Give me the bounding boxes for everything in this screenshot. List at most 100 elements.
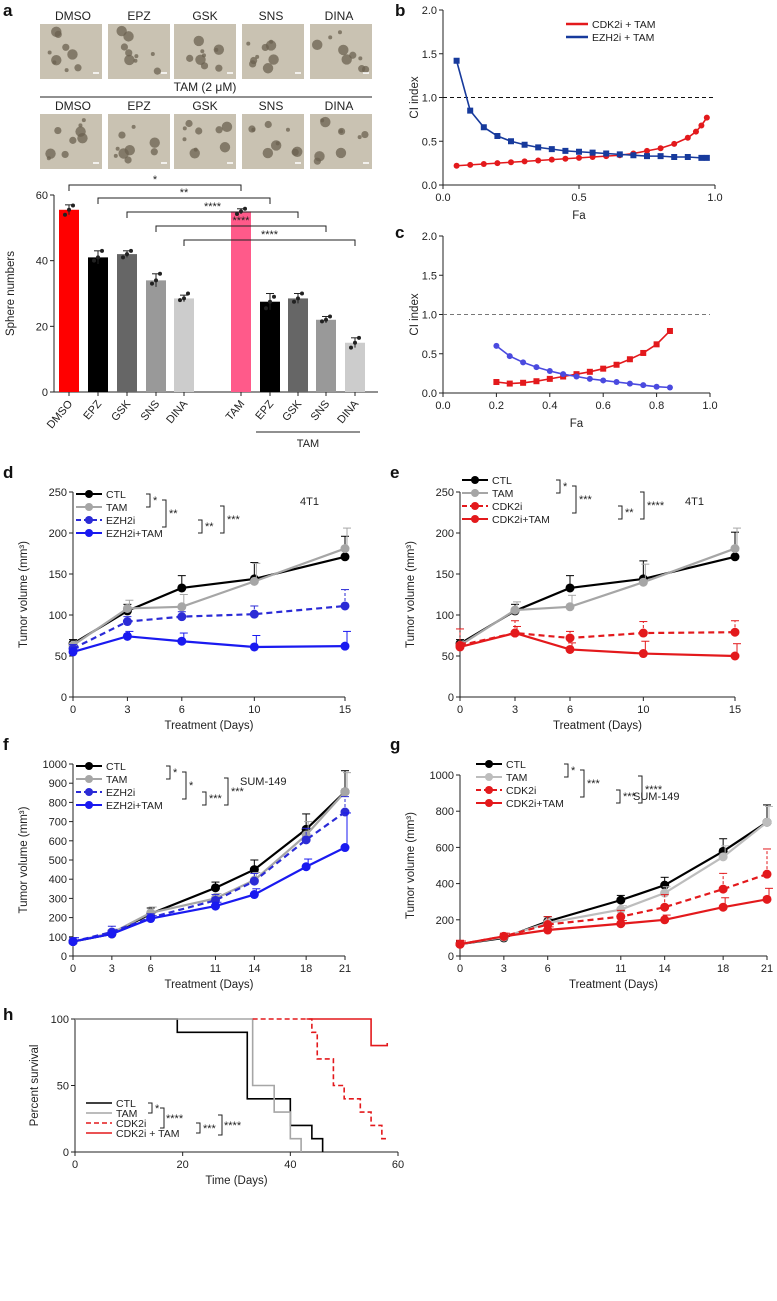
data-point	[671, 140, 678, 147]
bar	[59, 209, 79, 392]
y-tick-label: 100	[436, 610, 454, 622]
sphere-blob	[195, 54, 206, 65]
y-tick-label: 0	[61, 692, 67, 704]
x-axis-label: Treatment (Days)	[553, 720, 642, 732]
data-point	[186, 291, 190, 296]
sphere-blob	[262, 147, 274, 159]
significance-bracket	[220, 505, 225, 534]
data-point	[730, 627, 740, 637]
data-point	[210, 901, 220, 911]
legend-label: CDK2i + TAM	[116, 1128, 180, 1140]
y-axis-label: Tumor volume (mm³)	[405, 812, 417, 919]
y-tick-label: 600	[49, 836, 67, 848]
data-point	[560, 371, 567, 378]
y-tick-label: 1.5	[422, 270, 437, 282]
x-tick-label: 14	[248, 963, 260, 975]
x-tick-label: 6	[179, 704, 185, 716]
sphere-blob	[67, 49, 78, 60]
sphere-blob	[113, 153, 118, 158]
y-tick-label: 0	[63, 1147, 69, 1159]
sphere-image	[108, 114, 170, 169]
data-point	[177, 636, 187, 646]
significance-bracket	[198, 519, 203, 534]
sphere-blob	[255, 54, 260, 59]
data-point	[565, 602, 575, 612]
data-point	[349, 345, 353, 350]
x-tick-label: 10	[248, 704, 260, 716]
data-point	[684, 134, 691, 141]
data-point	[485, 773, 493, 781]
data-point	[177, 602, 187, 612]
y-tick-label: 50	[442, 651, 454, 663]
data-point	[586, 375, 593, 382]
data-point	[613, 361, 620, 368]
data-point	[703, 114, 710, 121]
legend-label: EZH2i + TAM	[592, 32, 654, 44]
legend-label: TAM	[106, 502, 127, 514]
data-point	[653, 383, 660, 390]
bar	[146, 280, 166, 392]
sphere-blob	[221, 121, 233, 133]
significance-label: ****	[645, 784, 663, 796]
significance-label: ***	[231, 786, 245, 798]
x-tick-label: 0.2	[489, 400, 504, 412]
data-point	[249, 642, 259, 652]
significance-label: ***	[587, 778, 601, 790]
data-point	[292, 299, 296, 304]
y-axis-label: Tumor volume (mm³)	[18, 806, 30, 913]
x-axis-label: Time (Days)	[205, 1175, 267, 1187]
data-point	[340, 544, 350, 554]
series-line	[459, 631, 736, 658]
data-point	[616, 912, 626, 922]
sphere-blob	[341, 54, 352, 65]
y-tick-label: 100	[51, 1014, 69, 1026]
series-line	[459, 547, 736, 647]
x-tick-label: 18	[300, 963, 312, 975]
data-point	[125, 252, 129, 257]
data-point	[657, 145, 664, 152]
bar	[288, 298, 308, 392]
data-point	[660, 902, 670, 912]
y-tick-label: 0	[42, 387, 48, 399]
data-point	[703, 154, 710, 161]
x-tick-label: 21	[339, 963, 351, 975]
panel-label-g: g	[390, 735, 400, 754]
data-point	[616, 905, 626, 915]
x-tick-label: 3	[512, 704, 518, 716]
sphere-blob	[182, 126, 187, 131]
data-point	[85, 503, 93, 511]
y-tick-label: 800	[49, 797, 67, 809]
data-point	[249, 876, 259, 886]
survival-chart-h: 0 50 100 Percent survival 0 20 40 60 Time (Days)…	[29, 1014, 404, 1187]
series-line	[496, 330, 671, 385]
tumor-volume-chart-f: 0 100 200 300 400 500 600 700 800 900 1000 Tumor vo…	[18, 759, 351, 991]
panel-label-f: f	[3, 735, 9, 754]
data-point	[68, 647, 78, 657]
sphere-image	[174, 24, 236, 79]
significance-label: ***	[227, 514, 241, 526]
significance-label: *	[153, 174, 158, 186]
sphere-blob	[153, 67, 161, 75]
data-point	[471, 515, 479, 523]
tumor-volume-chart-e: 0 50 100 150 200 250 Tumor volume (mm³) 0 3 6 10 15…	[405, 475, 741, 732]
x-axis-label: Treatment (Days)	[164, 979, 253, 991]
data-point	[471, 476, 479, 484]
data-point	[600, 377, 607, 384]
data-point	[603, 150, 610, 157]
data-point	[453, 57, 460, 64]
data-point	[158, 271, 162, 276]
data-point	[657, 153, 664, 160]
data-point	[485, 760, 493, 768]
significance-bracket	[218, 1114, 223, 1136]
data-point	[546, 368, 553, 375]
series-line	[459, 631, 736, 647]
sphere-blob	[262, 63, 274, 74]
x-tick-label: 0.0	[435, 192, 450, 204]
y-tick-label: 0	[448, 951, 454, 963]
data-point	[510, 605, 520, 615]
sphere-blob	[118, 148, 129, 159]
micrograph-row-top: DMSO EPZ GSK SNS DINA	[40, 9, 372, 79]
data-point	[493, 379, 500, 386]
significance-label: ***	[623, 791, 637, 803]
tam-header: TAM (2 μM)	[174, 80, 237, 94]
